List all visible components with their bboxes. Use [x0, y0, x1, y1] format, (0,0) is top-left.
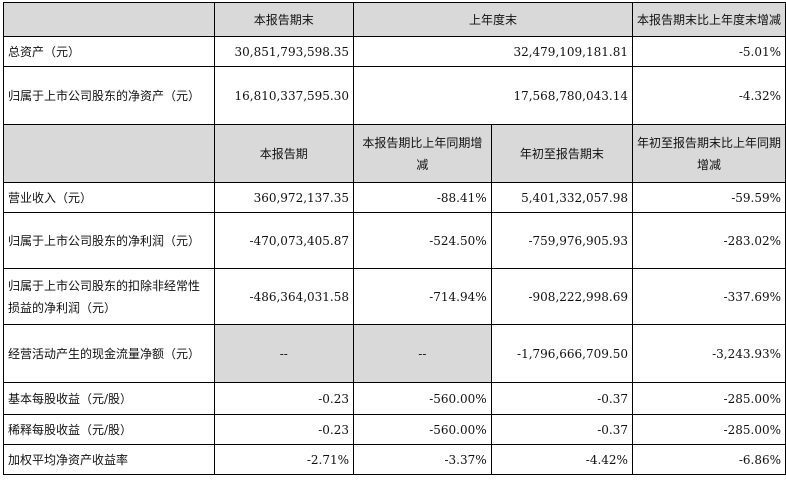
cell-value: -4.42%: [490, 444, 633, 475]
table-row: 经营活动产生的现金流量净额（元） -- -- -1,796,666,709.50…: [3, 324, 786, 383]
header-blank-cell: [3, 2, 215, 37]
cell-value: -285.00%: [631, 382, 786, 415]
cell-value: -908,222,998.69: [490, 268, 633, 325]
row-label: 归属于上市公司股东的净资产（元）: [3, 66, 215, 125]
table-row: 加权平均净资产收益率 -2.71% -3.37% -4.42% -6.86%: [3, 444, 786, 475]
cell-value: -714.94%: [353, 268, 492, 325]
table-row: 营业收入（元） 360,972,137.35 -88.41% 5,401,332…: [3, 182, 786, 213]
financial-table: 本报告期末 上年度末 本报告期末比上年度末增减 总资产（元） 30,851,79…: [3, 2, 786, 475]
row-label: 加权平均净资产收益率: [3, 444, 215, 475]
cell-value: 16,810,337,595.30: [213, 66, 355, 125]
cell-value: -560.00%: [353, 414, 492, 445]
cell-value: 30,851,793,598.35: [213, 36, 355, 67]
cell-value: 5,401,332,057.98: [490, 182, 633, 213]
cell-value: -337.69%: [631, 268, 786, 325]
cell-value: --: [353, 324, 492, 383]
table-row: 归属于上市公司股东的净利润（元） -470,073,405.87 -524.50…: [3, 212, 786, 269]
table-row: 稀释每股收益（元/股） -0.23 -560.00% -0.37 -285.00…: [3, 414, 786, 445]
row-label: 归属于上市公司股东的净利润（元）: [3, 212, 215, 269]
cell-value: -486,364,031.58: [213, 268, 355, 325]
cell-value: -1,796,666,709.50: [490, 324, 633, 383]
header-period-end: 本报告期末: [213, 2, 355, 37]
cell-value: -2.71%: [213, 444, 355, 475]
income-header-row: 本报告期 本报告期比上年同期增减 年初至报告期末 年初至报告期末比上年同期增减: [3, 124, 786, 183]
cell-value: 17,568,780,043.14: [353, 66, 633, 125]
table-row: 归属于上市公司股东的扣除非经常性损益的净利润（元） -486,364,031.5…: [3, 268, 786, 325]
row-label: 营业收入（元）: [3, 182, 215, 213]
row-label: 总资产（元）: [3, 36, 215, 67]
cell-value: -5.01%: [631, 36, 786, 67]
cell-value: 32,479,109,181.81: [353, 36, 633, 67]
cell-value: -0.23: [213, 382, 355, 415]
cell-value: -470,073,405.87: [213, 212, 355, 269]
table-row: 总资产（元） 30,851,793,598.35 32,479,109,181.…: [3, 36, 786, 67]
table-row: 归属于上市公司股东的净资产（元） 16,810,337,595.30 17,56…: [3, 66, 786, 125]
cell-value: -88.41%: [353, 182, 492, 213]
cell-value: --: [213, 324, 355, 383]
header-prior-year-end: 上年度末: [353, 2, 633, 37]
cell-value: -6.86%: [631, 444, 786, 475]
cell-value: -524.50%: [353, 212, 492, 269]
cell-value: -560.00%: [353, 382, 492, 415]
header-blank-cell: [3, 124, 215, 183]
cell-value: 360,972,137.35: [213, 182, 355, 213]
cell-value: -283.02%: [631, 212, 786, 269]
header-change-vs-prior-year-end: 本报告期末比上年度末增减: [631, 2, 786, 37]
cell-value: -759,976,905.93: [490, 212, 633, 269]
cell-value: -3.37%: [353, 444, 492, 475]
header-period-change: 本报告期比上年同期增减: [353, 124, 492, 183]
balance-header-row: 本报告期末 上年度末 本报告期末比上年度末增减: [3, 2, 786, 37]
row-label: 归属于上市公司股东的扣除非经常性损益的净利润（元）: [3, 268, 215, 325]
table-row: 基本每股收益（元/股） -0.23 -560.00% -0.37 -285.00…: [3, 382, 786, 415]
header-year-to-date: 年初至报告期末: [490, 124, 633, 183]
cell-value: -0.37: [490, 382, 633, 415]
header-current-period: 本报告期: [213, 124, 355, 183]
cell-value: -0.23: [213, 414, 355, 445]
financial-summary: 本报告期末 上年度末 本报告期末比上年度末增减 总资产（元） 30,851,79…: [3, 2, 786, 475]
row-label: 稀释每股收益（元/股）: [3, 414, 215, 445]
row-label: 基本每股收益（元/股）: [3, 382, 215, 415]
row-label: 经营活动产生的现金流量净额（元）: [3, 324, 215, 383]
cell-value: -3,243.93%: [631, 324, 786, 383]
cell-value: -4.32%: [631, 66, 786, 125]
cell-value: -285.00%: [631, 414, 786, 445]
header-ytd-change: 年初至报告期末比上年同期增减: [631, 124, 786, 183]
cell-value: -59.59%: [631, 182, 786, 213]
cell-value: -0.37: [490, 414, 633, 445]
